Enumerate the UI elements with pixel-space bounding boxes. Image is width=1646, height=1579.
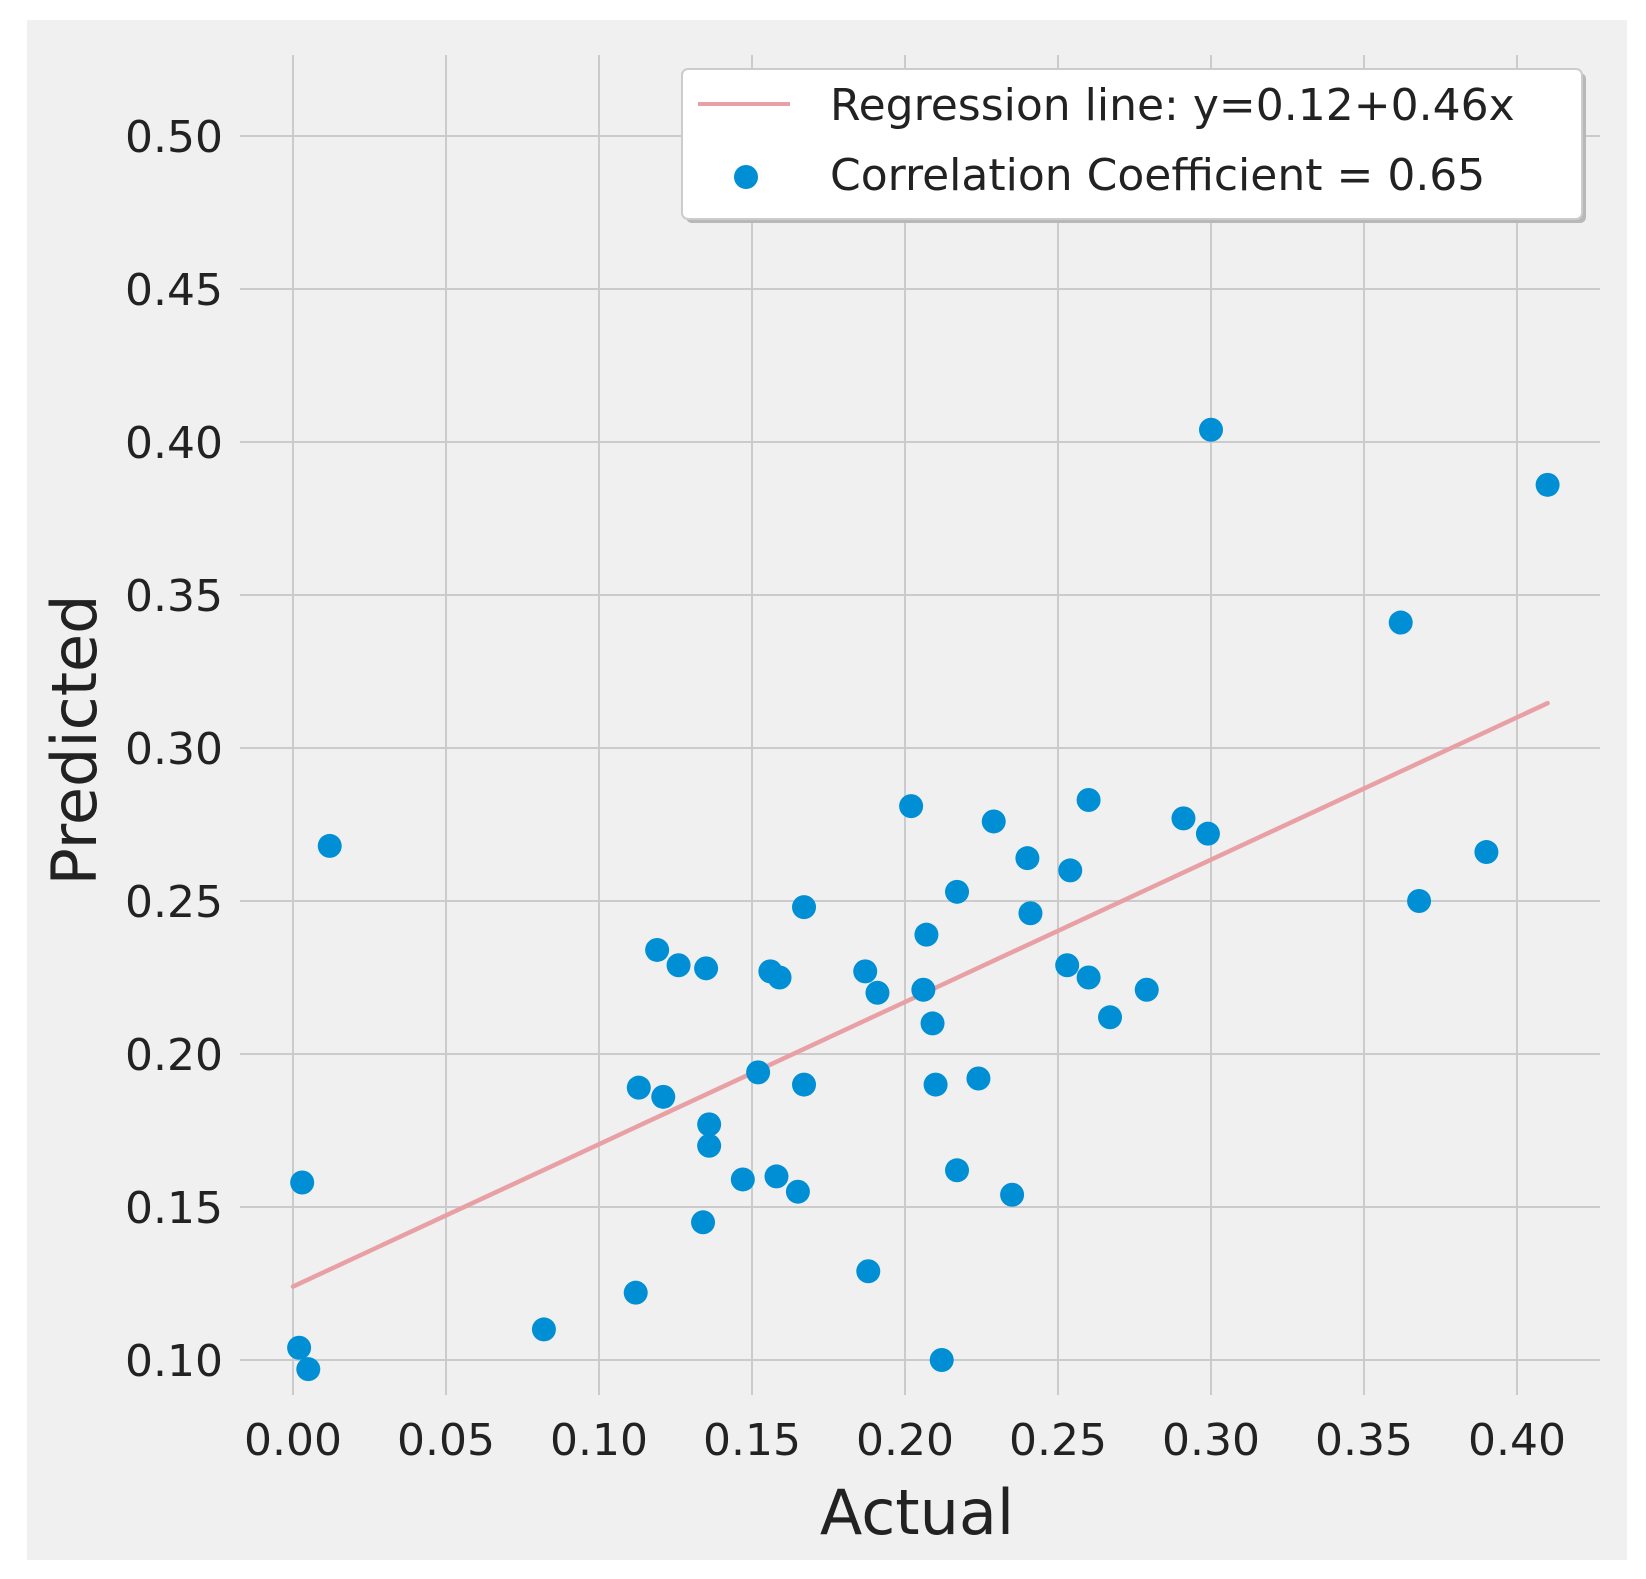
scatter-point	[666, 953, 691, 978]
scatter-point	[920, 1011, 945, 1036]
legend-regression-label: Regression line: y=0.12+0.46x	[830, 80, 1515, 131]
scatter-point	[1171, 806, 1196, 831]
scatter-point	[531, 1317, 556, 1342]
scatter-point	[1015, 846, 1040, 871]
scatter-point	[1134, 977, 1159, 1002]
scatter-point	[1474, 840, 1499, 865]
scatter-point	[1388, 610, 1413, 635]
y-tick-label: 0.20	[125, 1030, 223, 1081]
scatter-point	[287, 1335, 312, 1360]
scatter-point	[853, 959, 878, 984]
scatter-point	[923, 1072, 948, 1097]
scatter-point	[1018, 901, 1043, 926]
y-tick-label: 0.30	[125, 724, 223, 775]
scatter-point	[317, 833, 342, 858]
legend: Regression line: y=0.12+0.46x Correlatio…	[681, 68, 1586, 223]
scatter-point	[966, 1066, 991, 1091]
scatter-point	[1076, 788, 1101, 813]
y-tick-label: 0.15	[125, 1183, 223, 1234]
scatter-point	[929, 1348, 954, 1372]
scatter-point	[623, 1280, 648, 1305]
scatter-point	[1076, 965, 1101, 990]
scatter-point	[626, 1075, 651, 1100]
x-tick-label: 0.15	[703, 1415, 801, 1466]
scatter-point	[792, 895, 817, 920]
scatter-point	[651, 1084, 676, 1109]
scatter-point	[296, 1357, 321, 1382]
scatter-point	[792, 1072, 817, 1097]
scatter-point	[911, 977, 936, 1002]
scatter-point	[691, 1210, 716, 1235]
scatter-point	[1098, 1005, 1123, 1030]
scatter-point	[767, 965, 792, 990]
scatter-point	[945, 1158, 970, 1183]
y-tick-label: 0.25	[125, 877, 223, 928]
x-tick-label: 0.35	[1315, 1415, 1413, 1466]
y-axis-label: Predicted	[38, 594, 111, 885]
points-layer	[287, 417, 1560, 1382]
x-tick-label: 0.30	[1162, 1415, 1260, 1466]
scatter-point	[290, 1170, 315, 1195]
y-tick-label: 0.40	[125, 418, 223, 469]
scatter-point	[945, 879, 970, 904]
y-tick-label: 0.45	[125, 265, 223, 316]
scatter-point	[914, 922, 939, 947]
plot-background	[27, 20, 1627, 1560]
y-tick-label: 0.10	[125, 1336, 223, 1387]
scatter-point	[1058, 858, 1083, 883]
scatter-point	[1000, 1182, 1025, 1207]
scatter-point	[645, 937, 670, 962]
x-tick-label: 0.10	[550, 1415, 648, 1466]
ticks: 0.00 0.05 0.10 0.15 0.20 0.25 0.30 0.35 0.40 0.10…	[125, 112, 1566, 1466]
scatter-point	[865, 980, 890, 1005]
scatter-point	[1055, 953, 1080, 978]
scatter-point	[856, 1259, 881, 1284]
x-tick-label: 0.05	[397, 1415, 495, 1466]
scatter-point	[785, 1179, 810, 1204]
y-tick-label: 0.50	[125, 112, 223, 163]
scatter-point	[746, 1060, 771, 1085]
x-tick-label: 0.40	[1468, 1415, 1566, 1466]
scatter-point	[1407, 889, 1432, 913]
legend-correlation-label: Correlation Coefficient = 0.65	[830, 150, 1485, 201]
legend-point-swatch	[734, 165, 758, 189]
scatter-point	[730, 1167, 755, 1192]
x-tick-label: 0.00	[244, 1415, 342, 1466]
scatter-point	[899, 794, 924, 819]
x-tick-label: 0.25	[1009, 1415, 1107, 1466]
scatter-point	[764, 1164, 789, 1189]
scatter-point	[981, 809, 1006, 834]
scatter-point	[1195, 821, 1220, 846]
y-tick-label: 0.35	[125, 571, 223, 622]
scatter-point	[1535, 472, 1560, 497]
scatter-point	[697, 1112, 722, 1137]
scatter-point	[694, 956, 719, 981]
scatter-point	[697, 1133, 722, 1158]
scatter-point	[1199, 417, 1223, 442]
x-axis-label: Actual	[820, 1476, 1014, 1549]
x-tick-label: 0.20	[856, 1415, 954, 1466]
legend-box	[681, 68, 1583, 220]
